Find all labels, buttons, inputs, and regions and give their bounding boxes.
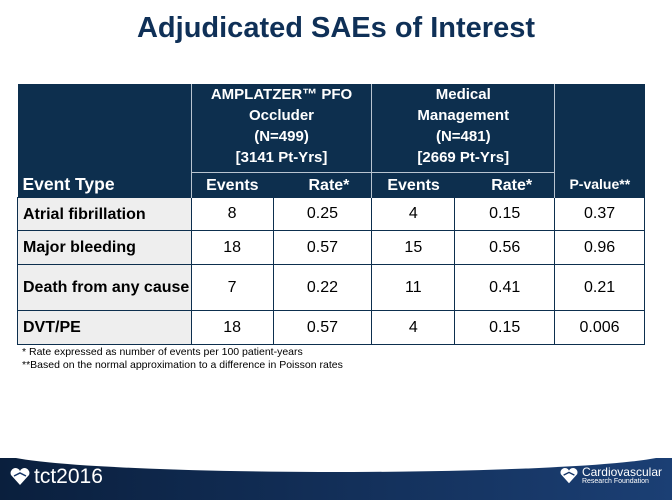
header-line: [3141 Pt-Yrs]: [235, 149, 328, 166]
medical-rate-cell: 0.15: [454, 197, 556, 231]
medical-events-cell: 15: [371, 230, 456, 265]
table-row: Death from any cause 7 0.22 11 0.41 0.21: [17, 264, 645, 311]
crf-line2: Research Foundation: [581, 478, 649, 485]
amplatzer-events-cell: 18: [190, 310, 274, 345]
amplatzer-events-cell: 8: [190, 197, 274, 231]
tct-logo: tct2016: [10, 465, 103, 489]
amplatzer-events-cell: 18: [190, 230, 274, 265]
heart-icon: [10, 468, 30, 485]
amplatzer-events-cell: 7: [190, 264, 274, 311]
header-rate: Rate*: [454, 172, 555, 198]
event-cell: Atrial fibrillation: [17, 197, 192, 231]
medical-rate-cell: 0.41: [454, 264, 556, 311]
header-line: Occluder: [249, 107, 315, 124]
amplatzer-rate-cell: 0.22: [272, 264, 373, 311]
sae-table: Event Type AMPLATZER™ PFO Occluder (N=49…: [17, 84, 645, 345]
amplatzer-rate-cell: 0.25: [272, 197, 373, 231]
header-line: AMPLATZER™ PFO: [210, 86, 353, 103]
medical-events-cell: 11: [371, 264, 456, 311]
table-row: Atrial fibrillation 8 0.25 4 0.15 0.37: [17, 197, 645, 231]
table-row: DVT/PE 18 0.57 4 0.15 0.006: [17, 310, 645, 345]
table-row: Major bleeding 18 0.57 15 0.56 0.96: [17, 230, 645, 265]
pvalue-cell: 0.37: [554, 197, 645, 231]
event-cell: Death from any cause: [17, 264, 192, 311]
header-rate: Rate*: [273, 172, 372, 198]
header-pvalue: P-value**: [554, 84, 645, 198]
footnotes: * Rate expressed as number of events per…: [22, 346, 343, 372]
header-amplatzer: AMPLATZER™ PFO Occluder (N=499) [3141 Pt…: [190, 84, 372, 173]
amplatzer-rate-cell: 0.57: [272, 310, 373, 345]
header-events: Events: [190, 172, 274, 198]
medical-events-cell: 4: [371, 310, 456, 345]
crf-line1: Cardiovascular: [581, 465, 662, 479]
event-cell: Major bleeding: [17, 230, 192, 265]
header-line: [2669 Pt-Yrs]: [417, 149, 510, 166]
heart-icon: [560, 467, 578, 484]
footnote: **Based on the normal approximation to a…: [22, 359, 343, 371]
footer-curve: [0, 452, 672, 472]
event-cell: DVT/PE: [17, 310, 192, 345]
tct-logo-text: tct2016: [34, 465, 103, 488]
medical-events-cell: 4: [371, 197, 456, 231]
header-line: Management: [417, 107, 510, 124]
medical-rate-cell: 0.15: [454, 310, 556, 345]
footnote: * Rate expressed as number of events per…: [22, 346, 303, 358]
medical-rate-cell: 0.56: [454, 230, 556, 265]
header-events: Events: [371, 172, 455, 198]
header-event-type: Event Type: [17, 84, 192, 198]
pvalue-cell: 0.96: [554, 230, 645, 265]
slide-title: Adjudicated SAEs of Interest: [136, 12, 535, 44]
header-line: (N=481): [435, 128, 491, 145]
header-line: Medical: [435, 86, 491, 103]
pvalue-cell: 0.006: [554, 310, 645, 345]
amplatzer-rate-cell: 0.57: [272, 230, 373, 265]
header-line: (N=499): [254, 128, 309, 145]
header-medical: Medical Management (N=481) [2669 Pt-Yrs]: [371, 84, 555, 173]
pvalue-cell: 0.21: [554, 264, 645, 311]
crf-logo: Cardiovascular Research Foundation: [560, 466, 662, 486]
